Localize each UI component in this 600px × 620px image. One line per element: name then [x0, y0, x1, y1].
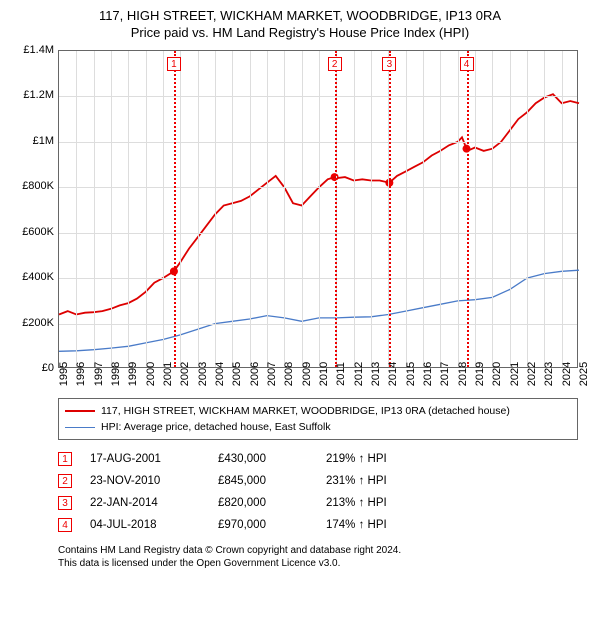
event-price: £845,000	[218, 475, 308, 487]
gridline-vertical	[475, 51, 476, 367]
licence-text: Contains HM Land Registry data © Crown c…	[58, 544, 590, 570]
gridline-vertical	[128, 51, 129, 367]
gridline-vertical	[371, 51, 372, 367]
y-tick-label: £0	[10, 362, 54, 374]
event-marker-line	[174, 51, 176, 367]
event-date: 22-JAN-2014	[90, 497, 200, 509]
event-number-box: 4	[58, 518, 72, 532]
title-line-1: 117, HIGH STREET, WICKHAM MARKET, WOODBR…	[10, 8, 590, 23]
gridline-horizontal	[59, 278, 577, 279]
gridline-vertical	[267, 51, 268, 367]
licence-line-2: This data is licensed under the Open Gov…	[58, 557, 590, 570]
gridline-vertical	[440, 51, 441, 367]
events-table: 1 17-AUG-2001 £430,000 219% ↑ HPI 2 23-NOV-20…	[58, 448, 578, 536]
plot-area: 1 2 3 4	[58, 50, 578, 368]
gridline-vertical	[111, 51, 112, 367]
chart-area: 1 2 3 4 £0 £200K £400K £600K £800K £1M £1.2M £1.4M…	[10, 46, 590, 396]
gridline-vertical	[302, 51, 303, 367]
gridline-vertical	[319, 51, 320, 367]
event-row: 4 04-JUL-2018 £970,000 174% ↑ HPI	[58, 514, 578, 536]
event-marker-number: 1	[167, 57, 181, 71]
gridline-horizontal	[59, 187, 577, 188]
gridline-vertical	[146, 51, 147, 367]
title-line-2: Price paid vs. HM Land Registry's House …	[10, 25, 590, 40]
gridline-vertical	[250, 51, 251, 367]
gridline-vertical	[492, 51, 493, 367]
event-date: 04-JUL-2018	[90, 519, 200, 531]
legend: 117, HIGH STREET, WICKHAM MARKET, WOODBR…	[58, 398, 578, 440]
x-tick-label: 2025	[578, 362, 600, 386]
event-hpi-pct: 174% ↑ HPI	[326, 519, 456, 531]
gridline-vertical	[406, 51, 407, 367]
event-price: £430,000	[218, 453, 308, 465]
event-date: 17-AUG-2001	[90, 453, 200, 465]
event-marker-line	[335, 51, 337, 367]
legend-label: HPI: Average price, detached house, East…	[101, 421, 331, 433]
event-marker-number: 2	[328, 57, 342, 71]
event-number-box: 3	[58, 496, 72, 510]
legend-swatch	[65, 427, 95, 428]
event-marker-number: 4	[460, 57, 474, 71]
event-number-box: 2	[58, 474, 72, 488]
event-marker-line	[389, 51, 391, 367]
y-tick-label: £800K	[10, 180, 54, 192]
y-tick-label: £600K	[10, 226, 54, 238]
event-hpi-pct: 231% ↑ HPI	[326, 475, 456, 487]
y-tick-label: £1M	[10, 135, 54, 147]
event-price: £970,000	[218, 519, 308, 531]
event-number-box: 1	[58, 452, 72, 466]
gridline-vertical	[423, 51, 424, 367]
event-hpi-pct: 213% ↑ HPI	[326, 497, 456, 509]
gridline-vertical	[562, 51, 563, 367]
legend-row: HPI: Average price, detached house, East…	[65, 419, 571, 435]
gridline-vertical	[354, 51, 355, 367]
y-tick-label: £1.4M	[10, 44, 54, 56]
gridline-horizontal	[59, 233, 577, 234]
licence-line-1: Contains HM Land Registry data © Crown c…	[58, 544, 590, 557]
gridline-vertical	[215, 51, 216, 367]
legend-row: 117, HIGH STREET, WICKHAM MARKET, WOODBR…	[65, 403, 571, 419]
gridline-vertical	[180, 51, 181, 367]
event-marker-line	[467, 51, 469, 367]
line-layer	[59, 51, 577, 367]
legend-label: 117, HIGH STREET, WICKHAM MARKET, WOODBR…	[101, 405, 510, 417]
gridline-horizontal	[59, 96, 577, 97]
event-row: 3 22-JAN-2014 £820,000 213% ↑ HPI	[58, 492, 578, 514]
gridline-vertical	[510, 51, 511, 367]
y-tick-label: £400K	[10, 271, 54, 283]
chart-titles: 117, HIGH STREET, WICKHAM MARKET, WOODBR…	[10, 8, 590, 40]
gridline-vertical	[527, 51, 528, 367]
gridline-vertical	[198, 51, 199, 367]
event-hpi-pct: 219% ↑ HPI	[326, 453, 456, 465]
gridline-vertical	[544, 51, 545, 367]
event-date: 23-NOV-2010	[90, 475, 200, 487]
event-row: 1 17-AUG-2001 £430,000 219% ↑ HPI	[58, 448, 578, 470]
gridline-vertical	[76, 51, 77, 367]
event-marker-number: 3	[382, 57, 396, 71]
event-row: 2 23-NOV-2010 £845,000 231% ↑ HPI	[58, 470, 578, 492]
gridline-vertical	[163, 51, 164, 367]
gridline-vertical	[458, 51, 459, 367]
gridline-horizontal	[59, 324, 577, 325]
event-price: £820,000	[218, 497, 308, 509]
legend-swatch	[65, 410, 95, 412]
y-tick-label: £200K	[10, 317, 54, 329]
gridline-vertical	[284, 51, 285, 367]
gridline-horizontal	[59, 142, 577, 143]
chart-container: 117, HIGH STREET, WICKHAM MARKET, WOODBR…	[0, 0, 600, 576]
gridline-vertical	[94, 51, 95, 367]
y-tick-label: £1.2M	[10, 89, 54, 101]
gridline-vertical	[232, 51, 233, 367]
